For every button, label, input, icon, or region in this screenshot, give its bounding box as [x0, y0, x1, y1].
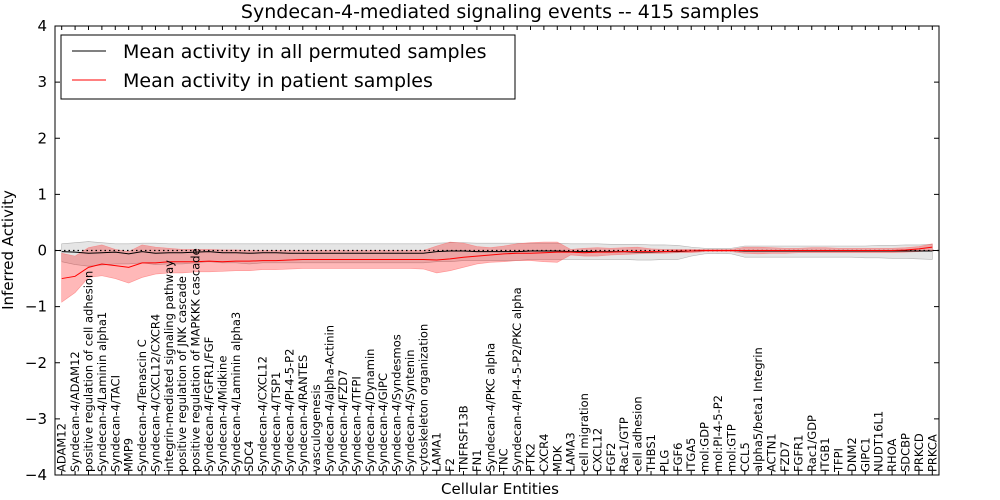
x-category-label: ACTN1	[765, 433, 779, 472]
x-axis: ADAM12 Syndecan-4/ADAM12 positive regulati…	[55, 26, 939, 475]
band-patient	[61, 241, 933, 303]
x-category-label: ITGB1	[818, 437, 832, 472]
x-category-label: Rac1/GTP	[617, 417, 631, 472]
x-category-label: cell adhesion	[631, 396, 645, 472]
legend-box	[60, 34, 516, 100]
x-category-label: TNC	[497, 448, 511, 473]
series-line-patient	[61, 246, 933, 280]
x-category-label: Syndecan-4/FGFR1/FGF	[202, 337, 216, 472]
x-category-label: Syndecan-4/PI-4-5-P2/PKC alpha	[510, 287, 524, 472]
x-category-label: Syndecan-4/RANTES	[296, 355, 310, 472]
x-category-label: Syndecan-4/Laminin alpha1	[95, 312, 109, 472]
legend-label-permuted: Mean activity in all permuted samples	[123, 41, 486, 63]
x-category-label: MMP9	[122, 438, 136, 472]
x-category-label: Syndecan-4/FZD7	[336, 370, 350, 472]
x-category-label: Syndecan-4/PKC alpha	[483, 343, 497, 472]
x-category-label: GIPC1	[858, 437, 872, 472]
x-category-label: FGFR1	[791, 435, 805, 472]
x-category-label: mol:GTP	[724, 424, 738, 472]
x-category-label: positive regulation of JNK cascade	[175, 276, 189, 472]
x-category-label: CXCL12	[590, 428, 604, 472]
y-tick-label: 1	[37, 185, 47, 203]
x-category-label: Syndecan-4/Midkine	[215, 356, 229, 472]
x-category-label: Syndecan-4/PI-4-5-P2	[282, 349, 296, 472]
x-category-label: SDC4	[242, 440, 256, 472]
x-category-label: TFPI	[832, 448, 846, 473]
x-category-label: Syndecan-4/Dynamin	[363, 349, 377, 472]
x-category-label: Syndecan-4/Syntenin	[403, 349, 417, 472]
x-category-label: MDK	[550, 445, 564, 472]
x-category-label: Syndecan-4/alpha-Actinin	[323, 325, 337, 472]
legend-label-patient: Mean activity in patient samples	[123, 70, 433, 92]
x-category-label: Syndecan-4/GIPC	[376, 373, 390, 472]
x-category-label: Syndecan-4/TACI	[108, 375, 122, 472]
x-category-label: RHOA	[885, 439, 899, 472]
x-category-label: PRKCA	[925, 434, 939, 472]
x-category-label: Syndecan-4/TFPI	[349, 376, 363, 472]
series-lines	[61, 246, 933, 280]
x-category-label: CXCR4	[537, 434, 551, 472]
y-tick-label: 2	[37, 129, 47, 147]
series-line-permuted	[61, 250, 933, 255]
chart-title: Syndecan-4-mediated signaling events -- …	[241, 1, 759, 23]
x-category-label: Syndecan-4/CXCL12/CXCR4	[148, 314, 162, 472]
x-category-label: TNFRSF13B	[457, 405, 471, 473]
x-category-label: Syndecan-4/Tenascin C	[135, 339, 149, 472]
y-axis-title: Inferred Activity	[0, 190, 17, 310]
y-tick-label: 0	[37, 242, 47, 260]
x-category-label: CCL5	[738, 442, 752, 472]
x-axis-title: Cellular Entities	[441, 480, 559, 498]
x-category-label: mol:PI-4-5-P2	[711, 395, 725, 472]
x-category-label: Syndecan-4/Syndesmos	[390, 334, 404, 472]
x-category-label: THBS1	[644, 434, 658, 473]
x-category-label: Rac1/GDP	[805, 415, 819, 472]
x-category-label: integrin-mediated signaling pathway	[162, 260, 176, 472]
plot-frame	[54, 25, 940, 476]
x-category-label: Syndecan-4/ADAM12	[68, 351, 82, 472]
x-category-label: FZD7	[778, 441, 792, 472]
x-category-label: DNM2	[845, 437, 859, 472]
x-category-label: vasculogenesis	[309, 384, 323, 472]
y-tick-label: −4	[25, 466, 47, 484]
x-category-label: PLG	[657, 450, 671, 472]
x-category-label: positive regulation of cell adhesion	[81, 271, 95, 472]
x-category-label: ITGA5	[684, 437, 698, 472]
x-category-label: PRKCD	[912, 433, 926, 472]
x-category-label: FN1	[470, 449, 484, 472]
x-category-label: PTK2	[523, 443, 537, 472]
x-category-label: positive regulation of MAPKKK cascade	[189, 248, 203, 472]
y-tick-label: −3	[25, 410, 47, 428]
y-axis: 4 3 2 1 0 −1 −2 −3 −4	[25, 17, 939, 484]
x-category-label: FGF6	[671, 443, 685, 472]
y-tick-label: 3	[37, 73, 47, 91]
y-tick-label: 4	[37, 17, 47, 35]
x-category-label: NUDT16L1	[872, 411, 886, 472]
x-category-label: ADAM12	[55, 423, 69, 472]
x-category-label: Syndecan-4/Laminin alpha3	[229, 312, 243, 472]
x-category-label: alpha5/beta1 Integrin	[751, 347, 765, 472]
x-category-label: cell migration	[577, 393, 591, 472]
y-tick-label: −1	[25, 298, 47, 316]
x-category-label: LAMA1	[430, 432, 444, 472]
x-category-label: Syndecan-4/CXCL12	[256, 356, 270, 472]
y-tick-label: −2	[25, 354, 47, 372]
x-category-label: mol:GDP	[698, 422, 712, 472]
x-category-label: cytoskeleton organization	[416, 324, 430, 472]
x-category-label: FGF2	[604, 443, 618, 472]
x-category-label: SDCBP	[899, 433, 913, 472]
legend: Mean activity in all permuted samples Me…	[60, 34, 516, 100]
x-category-label: F2	[443, 458, 457, 472]
x-category-label: LAMA3	[564, 432, 578, 472]
x-category-label: Syndecan-4/TSP1	[269, 372, 283, 472]
